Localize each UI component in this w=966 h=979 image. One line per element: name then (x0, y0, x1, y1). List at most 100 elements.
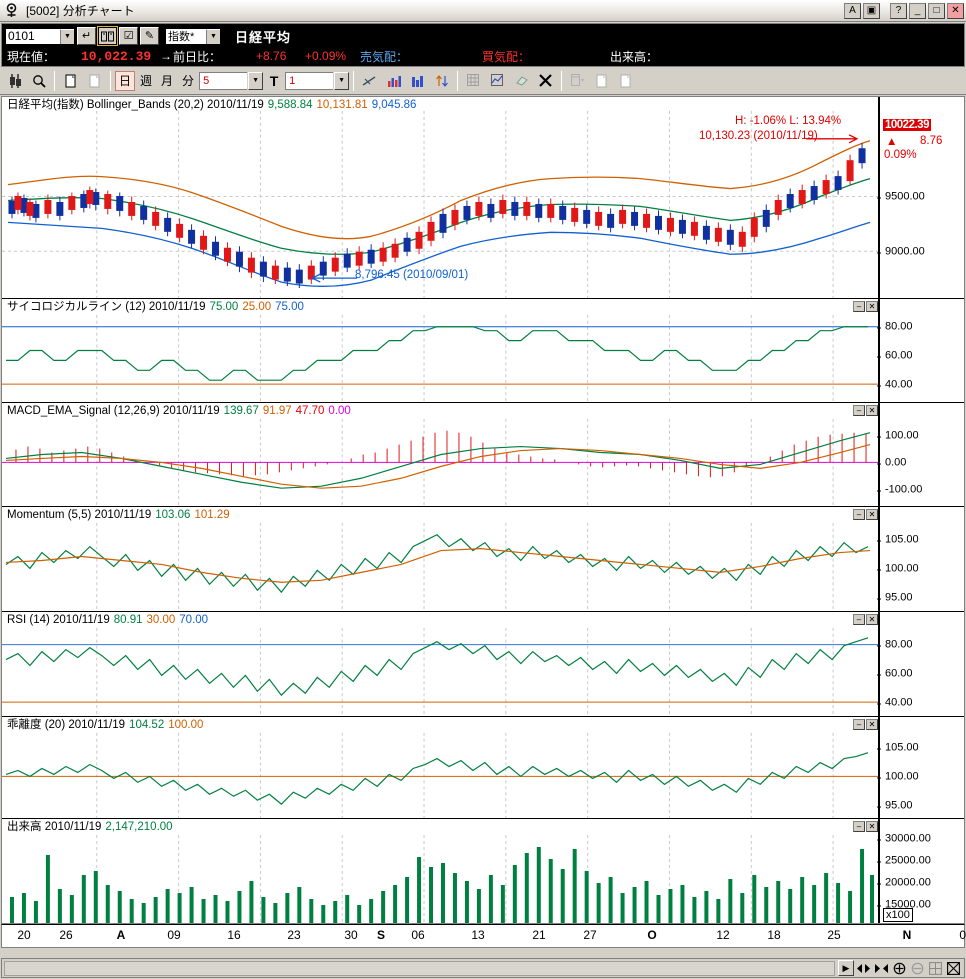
candlestick-tool[interactable] (3, 69, 26, 92)
zoom-tool[interactable] (27, 69, 50, 92)
panel-controls-volume[interactable]: – ✕ (853, 821, 878, 832)
axis-tick: 105.00 (877, 742, 919, 754)
panel-controls-macd[interactable]: – ✕ (853, 405, 878, 416)
panel-minimize-button[interactable]: – (853, 405, 865, 416)
trendline-tool[interactable] (358, 69, 382, 92)
minimize-button[interactable]: _ (909, 2, 926, 19)
panel-close-button[interactable]: ✕ (866, 821, 878, 832)
axis-momentum: 105.00 100.00 95.00 (877, 507, 964, 611)
axis-rsi: 80.00 60.00 40.00 (877, 612, 964, 716)
delete-tool[interactable] (534, 69, 558, 92)
panel-close-button[interactable]: ✕ (866, 301, 878, 312)
bar-chart2-tool[interactable] (406, 69, 430, 92)
plot-volume[interactable] (2, 819, 878, 923)
edit-icon[interactable]: ☑ (119, 27, 138, 45)
axis-macd: 100.00 0.00 -100.00 (876, 403, 964, 506)
grid-view-icon[interactable] (927, 960, 944, 976)
plot-deviation[interactable] (2, 717, 878, 818)
panel-main-price[interactable]: 日経平均(指数) Bollinger_Bands (20,2) 2010/11/… (2, 97, 964, 299)
plot-psychological[interactable] (2, 299, 878, 402)
plot-momentum[interactable] (2, 507, 878, 611)
arrow-glyph: → (160, 49, 172, 63)
chevron-down-icon[interactable]: ▼ (60, 28, 74, 44)
panel-close-button[interactable]: ✕ (866, 405, 878, 416)
axis-tick: 80.00 (877, 321, 913, 333)
panel-volume[interactable]: 出来高 2010/11/19 2,147,210.00 – ✕ (2, 819, 964, 923)
date-label: 20 (17, 928, 31, 942)
axis-tick: 0.00 (876, 457, 906, 469)
text-tool[interactable]: T (264, 70, 285, 91)
search-icon[interactable] (97, 26, 118, 46)
interval-input[interactable]: 5 (199, 71, 248, 90)
panel-controls-momentum[interactable]: – ✕ (853, 509, 878, 520)
plot-macd[interactable] (2, 403, 878, 506)
panel-close-button[interactable]: ✕ (866, 614, 878, 625)
text-size-input[interactable]: 1 (285, 71, 334, 90)
index-select[interactable]: 指数* ▼ (165, 27, 221, 45)
date-label: 23 (287, 928, 301, 942)
plot-main-price[interactable] (2, 97, 878, 298)
maximize-button[interactable]: □ (928, 2, 945, 19)
page-paste-tool[interactable] (83, 69, 106, 92)
plot-rsi[interactable] (2, 612, 878, 716)
axis-deviation: 105.00 100.00 95.00 (877, 717, 964, 818)
grid-tool[interactable] (462, 69, 486, 92)
current-price-value: 10,022.39 (81, 48, 152, 64)
panel-macd[interactable]: MACD_EMA_Signal (12,26,9) 2010/11/19 139.… (2, 403, 964, 507)
code-input[interactable]: 0101 ▼ (5, 27, 75, 45)
zoom-in-icon[interactable] (891, 960, 908, 976)
panel-minimize-button[interactable]: – (853, 821, 865, 832)
window-tool[interactable] (566, 69, 590, 92)
font-button[interactable]: A (844, 2, 861, 19)
horizontal-scrollbar[interactable] (4, 960, 835, 976)
date-label: 06 (411, 928, 425, 942)
toolbar-separator (54, 70, 55, 91)
panel-close-button[interactable]: ✕ (866, 509, 878, 520)
chevron-down-icon[interactable]: ▼ (334, 71, 350, 90)
axis-tick: 100.00 (877, 430, 919, 442)
panel-minimize-button[interactable]: – (853, 614, 865, 625)
chevron-down-icon[interactable]: ▼ (248, 71, 264, 90)
stock-name: 日経平均 (235, 29, 292, 45)
eraser-tool[interactable] (510, 69, 534, 92)
fullscreen-icon[interactable] (945, 960, 962, 976)
help-button[interactable]: ? (890, 2, 907, 19)
indicator-tool[interactable] (486, 69, 510, 92)
date-label: 21 (532, 928, 546, 942)
axis-tick: 60.00 (877, 350, 913, 362)
axis-tick: 100.00 (877, 771, 919, 783)
save-tool[interactable] (590, 69, 614, 92)
panel-minimize-button[interactable]: – (853, 509, 865, 520)
panel-deviation[interactable]: 乖離度 (20) 2010/11/19 104.52 100.00 – ✕ 105.… (2, 717, 964, 819)
updown-arrow-tool[interactable] (430, 69, 454, 92)
enter-icon[interactable]: ↵ (77, 27, 96, 45)
panel-close-button[interactable]: ✕ (866, 719, 878, 730)
bar-chart-tool[interactable] (382, 69, 406, 92)
date-label: 12 (716, 928, 730, 942)
print-tool[interactable] (614, 69, 638, 92)
quote-bar: 0101 ▼ ↵ ☑ ✎ 指数* ▼ 日経平均 現在値： 10,0 (1, 23, 965, 67)
panel-controls-deviation[interactable]: – ✕ (853, 719, 878, 730)
period-week[interactable]: 週 (136, 70, 157, 91)
scroll-right-button[interactable]: ▶ (838, 960, 854, 976)
copy-button[interactable]: ▣ (863, 2, 880, 19)
panel-psychological[interactable]: サイコロジカルライン (12) 2010/11/19 75.00 25.00 75.0… (2, 299, 964, 403)
close-button[interactable]: ✕ (947, 2, 964, 19)
toolbar-separator (457, 70, 459, 91)
period-day[interactable]: 日 (115, 70, 136, 91)
period-month[interactable]: 月 (157, 70, 178, 91)
collapse-icon[interactable] (873, 960, 890, 976)
axis-tick: 40.00 (877, 379, 913, 391)
panel-controls-psychological[interactable]: – ✕ (853, 301, 878, 312)
page-copy-tool[interactable] (59, 69, 82, 92)
chevron-down-icon[interactable]: ▼ (206, 28, 220, 44)
panel-momentum[interactable]: Momentum (5,5) 2010/11/19 103.06 101.29 – … (2, 507, 964, 612)
period-minute[interactable]: 分 (178, 70, 199, 91)
panel-rsi[interactable]: RSI (14) 2010/11/19 80.91 30.00 70.00 – ✕ 8… (2, 612, 964, 717)
zoom-out-icon[interactable] (909, 960, 926, 976)
panel-minimize-button[interactable]: – (853, 301, 865, 312)
panel-controls-rsi[interactable]: – ✕ (853, 614, 878, 625)
panel-minimize-button[interactable]: – (853, 719, 865, 730)
brush-icon[interactable]: ✎ (140, 27, 159, 45)
scroll-left-right-icon[interactable] (855, 960, 872, 976)
